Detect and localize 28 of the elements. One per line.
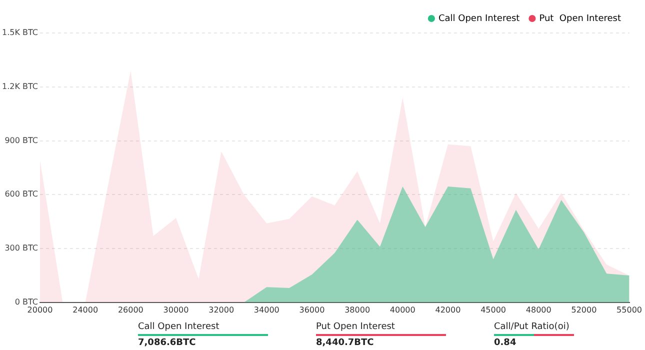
y-tick-label: 600 BTC [4,190,38,199]
x-tick-label: 32000 [208,305,234,314]
legend-label: Put Open Interest [539,14,622,24]
text: 0.84 [494,338,518,348]
y-tick-label: 900 BTC [4,136,38,145]
text: Put Open Interest [316,322,446,336]
y-tick-label: 1.2K BTC [2,82,38,91]
text: Call/Put Ratio(oi) [494,322,574,336]
text: 7,086.6BTC [138,338,197,348]
x-tick-label: 20000 [27,305,53,314]
x-tick-label: 34000 [254,305,280,314]
x-tick-label: 30000 [163,305,189,314]
x-tick-label: 38000 [344,305,370,314]
text: 8,440.7BTC [316,338,375,348]
x-tick-label: 24000 [72,305,98,314]
x-tick-label: 26000 [118,305,144,314]
y-tick-label: 300 BTC [4,244,38,253]
x-tick-label: 48000 [526,305,552,314]
x-tick-label: 45000 [480,305,506,314]
x-tick-label: 52000 [571,305,597,314]
x-tick-label: 40000 [390,305,416,314]
legend-label: Call Open Interest [438,14,520,24]
x-tick-label: 55000 [616,305,642,314]
y-tick-label: 1.5K BTC [2,28,38,38]
x-tick-label: 42000 [435,305,461,314]
text: Call Open Interest [138,322,268,336]
y-tick-label: 0 BTC [14,297,38,306]
x-tick-label: 36000 [299,305,325,314]
